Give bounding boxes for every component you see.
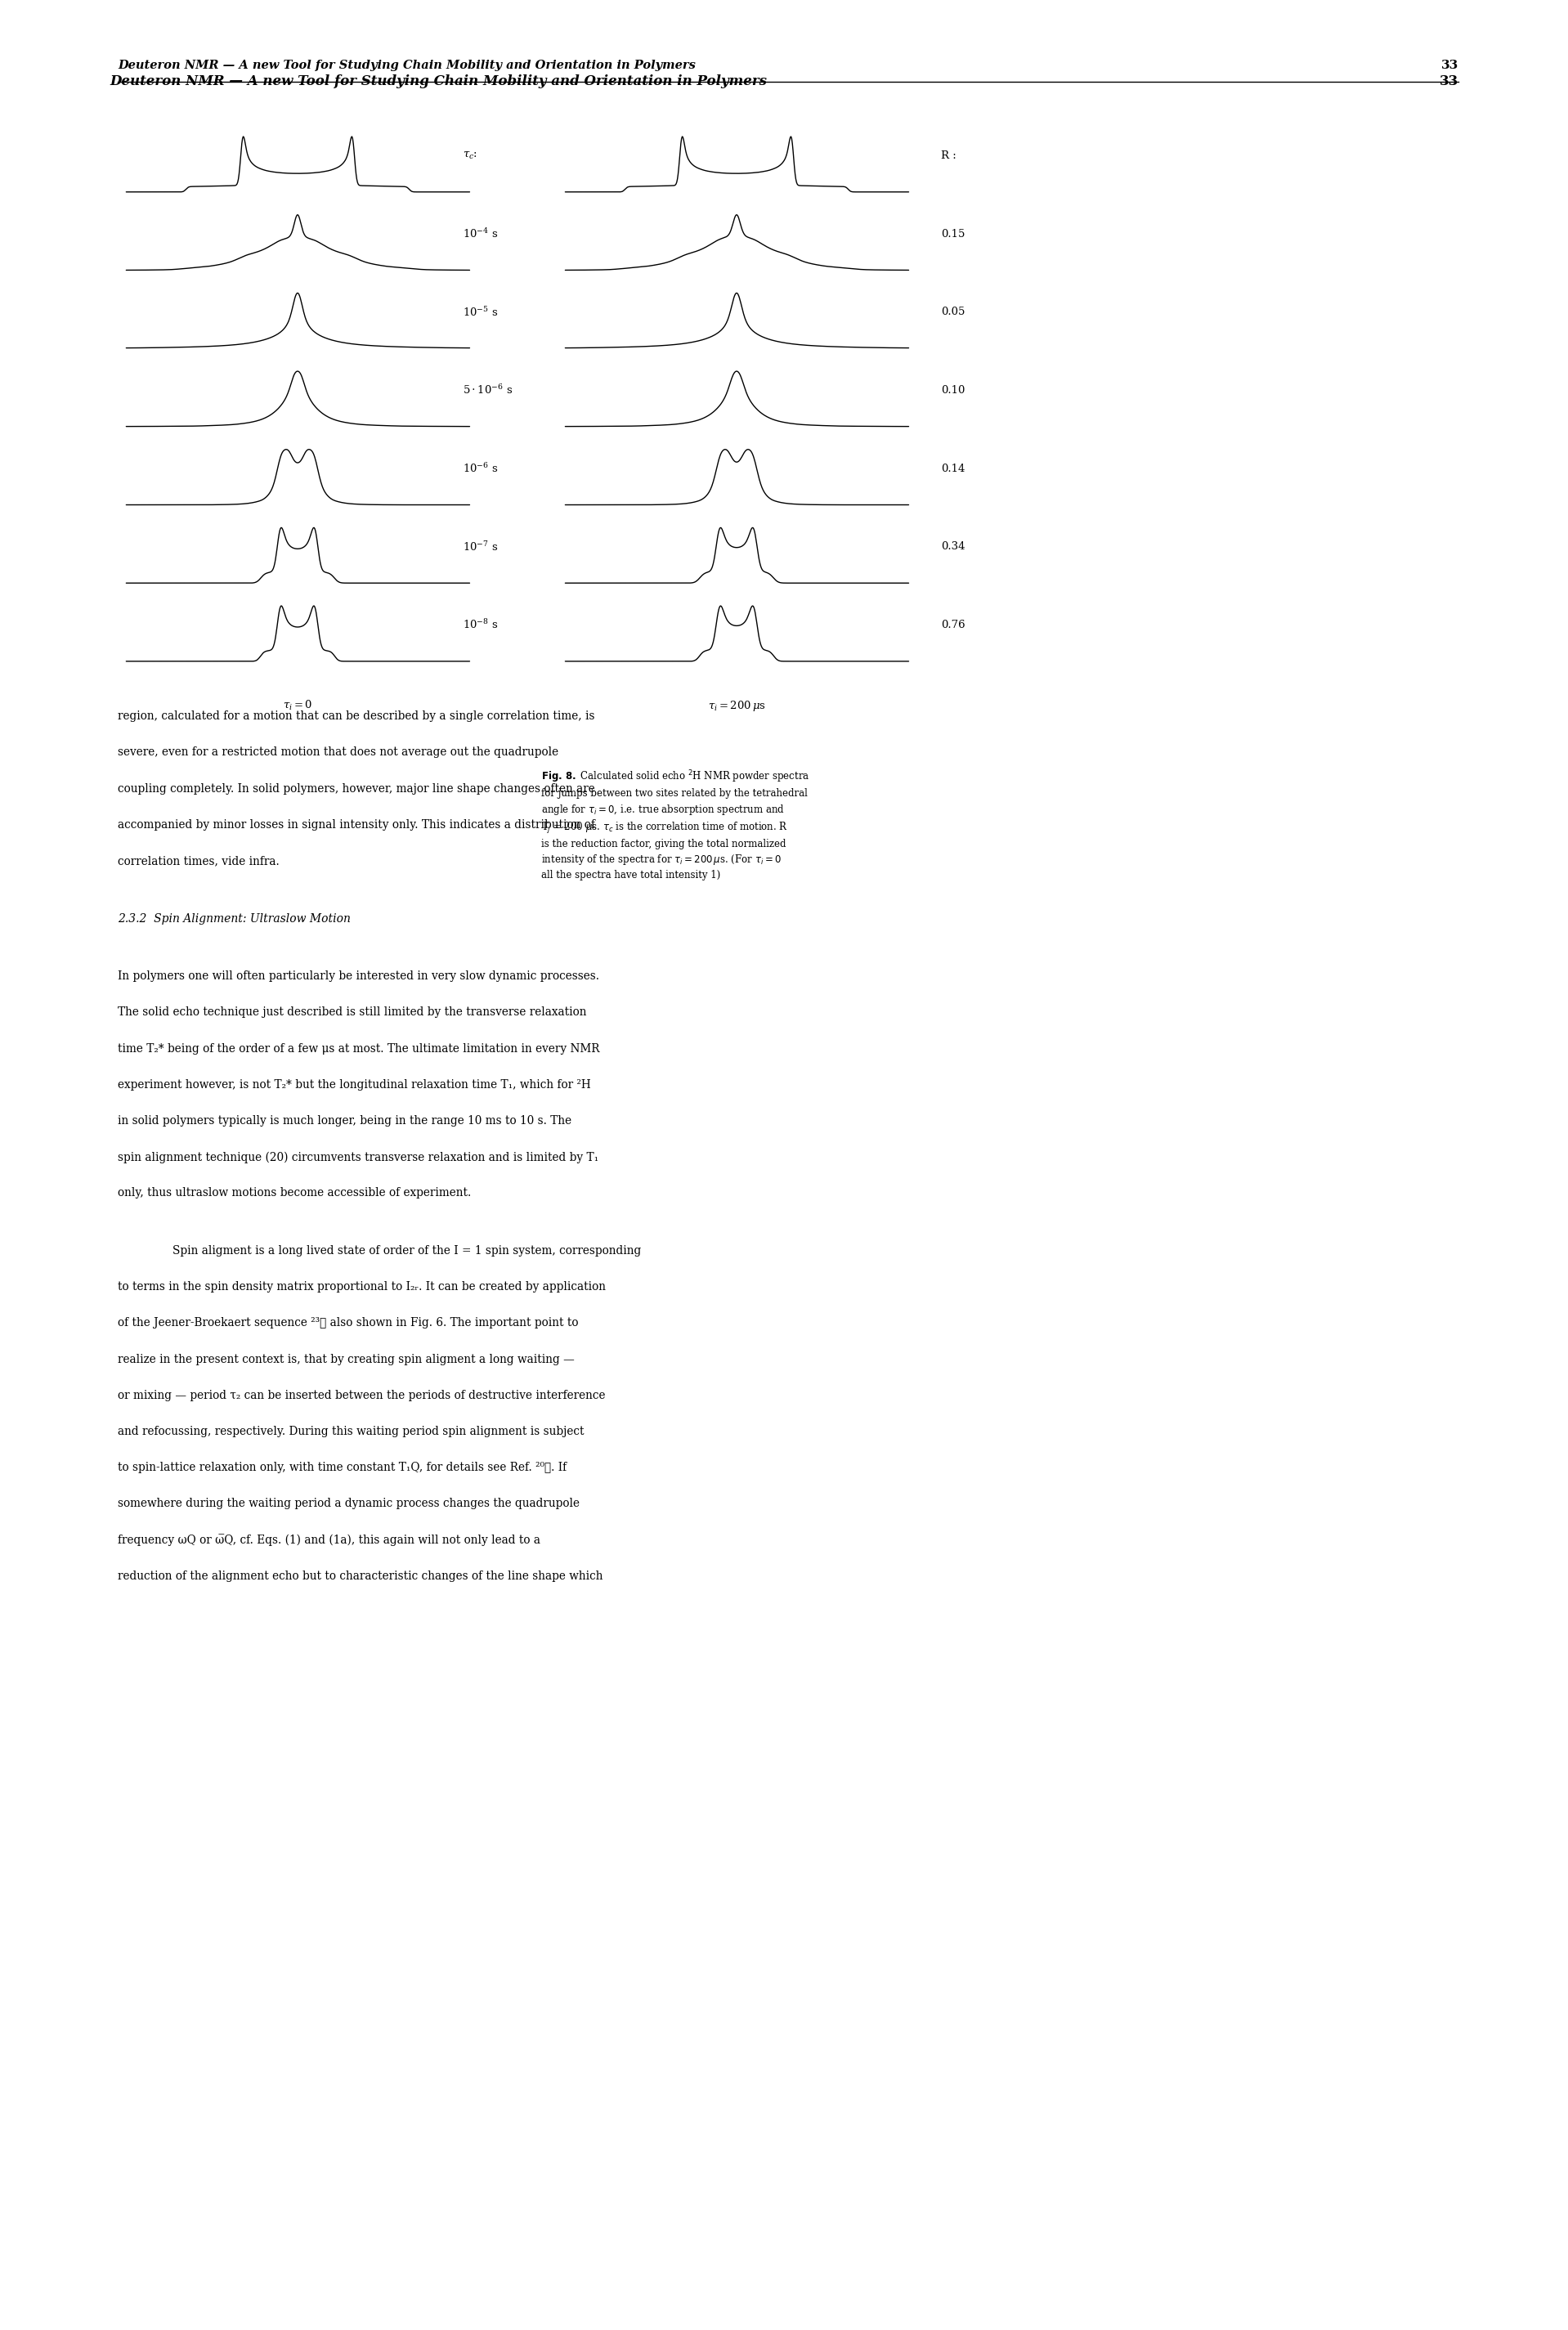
Text: experiment however, is not T₂* but the longitudinal relaxation time T₁, which fo: experiment however, is not T₂* but the l… [118, 1079, 591, 1090]
Text: $\tau_i = 200\,\mu$s: $\tau_i = 200\,\mu$s [709, 699, 765, 713]
Text: to terms in the spin density matrix proportional to I₂ᵣ. It can be created by ap: to terms in the spin density matrix prop… [118, 1282, 605, 1293]
Text: R :: R : [941, 151, 956, 161]
Text: 0.76: 0.76 [941, 620, 964, 629]
Text: $\bf{Fig.\,8.}$ Calculated solid echo $^2$H NMR powder spectra
for jumps between: $\bf{Fig.\,8.}$ Calculated solid echo $^… [541, 769, 809, 881]
Text: Spin aligment is a long lived state of order of the I = 1 spin system, correspon: Spin aligment is a long lived state of o… [172, 1244, 641, 1256]
Text: 0.34: 0.34 [941, 541, 964, 552]
Text: In polymers one will often particularly be interested in very slow dynamic proce: In polymers one will often particularly … [118, 972, 599, 983]
Text: The solid echo technique just described is still limited by the transverse relax: The solid echo technique just described … [118, 1007, 586, 1018]
Text: $10^{-4}$ s: $10^{-4}$ s [463, 228, 499, 240]
Text: $\tau_c$:: $\tau_c$: [463, 149, 477, 161]
Text: $10^{-5}$ s: $10^{-5}$ s [463, 305, 499, 319]
Text: severe, even for a restricted motion that does not average out the quadrupole: severe, even for a restricted motion tha… [118, 746, 558, 757]
Text: only, thus ultraslow motions become accessible of experiment.: only, thus ultraslow motions become acce… [118, 1188, 470, 1200]
Text: and refocussing, respectively. During this waiting period spin alignment is subj: and refocussing, respectively. During th… [118, 1426, 583, 1438]
Text: or mixing — period τ₂ can be inserted between the periods of destructive interfe: or mixing — period τ₂ can be inserted be… [118, 1389, 605, 1400]
Text: 2.3.2  Spin Alignment: Ultraslow Motion: 2.3.2 Spin Alignment: Ultraslow Motion [118, 913, 351, 925]
Text: in solid polymers typically is much longer, being in the range 10 ms to 10 s. Th: in solid polymers typically is much long… [118, 1116, 571, 1128]
Text: $10^{-8}$ s: $10^{-8}$ s [463, 617, 499, 631]
Text: $5 \cdot 10^{-6}$ s: $5 \cdot 10^{-6}$ s [463, 384, 513, 396]
Text: $10^{-6}$ s: $10^{-6}$ s [463, 461, 499, 475]
Text: 0.14: 0.14 [941, 464, 964, 473]
Text: Deuteron NMR — A new Tool for Studying Chain Mobility and Orientation in Polymer: Deuteron NMR — A new Tool for Studying C… [118, 61, 696, 70]
Text: somewhere during the waiting period a dynamic process changes the quadrupole: somewhere during the waiting period a dy… [118, 1498, 580, 1510]
Text: coupling completely. In solid polymers, however, major line shape changes often : coupling completely. In solid polymers, … [118, 783, 594, 795]
Text: spin alignment technique (20) circumvents transverse relaxation and is limited b: spin alignment technique (20) circumvent… [118, 1151, 599, 1163]
Text: reduction of the alignment echo but to characteristic changes of the line shape : reduction of the alignment echo but to c… [118, 1570, 602, 1582]
Text: time T₂* being of the order of a few μs at most. The ultimate limitation in ever: time T₂* being of the order of a few μs … [118, 1044, 599, 1055]
Text: 0.10: 0.10 [941, 384, 964, 396]
Text: realize in the present context is, that by creating spin aligment a long waiting: realize in the present context is, that … [118, 1354, 574, 1365]
Text: region, calculated for a motion that can be described by a single correlation ti: region, calculated for a motion that can… [118, 711, 594, 722]
Text: 0.05: 0.05 [941, 308, 964, 317]
Text: $\tau_i = 0$: $\tau_i = 0$ [284, 699, 312, 713]
Text: $10^{-7}$ s: $10^{-7}$ s [463, 541, 499, 552]
Text: of the Jeener-Broekaert sequence ²³⦾ also shown in Fig. 6. The important point t: of the Jeener-Broekaert sequence ²³⦾ als… [118, 1316, 579, 1328]
Text: 0.15: 0.15 [941, 228, 964, 240]
Text: accompanied by minor losses in signal intensity only. This indicates a distribut: accompanied by minor losses in signal in… [118, 820, 594, 829]
Text: 33: 33 [1441, 61, 1458, 70]
Text: Deuteron NMR — A new Tool for Studying Chain Mobility and Orientation in Polymer: Deuteron NMR — A new Tool for Studying C… [110, 75, 767, 89]
Text: 33: 33 [1439, 75, 1458, 89]
Text: frequency ωQ or ω̅Q, cf. Eqs. (1) and (1a), this again will not only lead to a: frequency ωQ or ω̅Q, cf. Eqs. (1) and (1… [118, 1533, 541, 1547]
Text: to spin-lattice relaxation only, with time constant T₁Q, for details see Ref. ²⁰: to spin-lattice relaxation only, with ti… [118, 1461, 566, 1473]
Text: correlation times, vide infra.: correlation times, vide infra. [118, 855, 279, 867]
